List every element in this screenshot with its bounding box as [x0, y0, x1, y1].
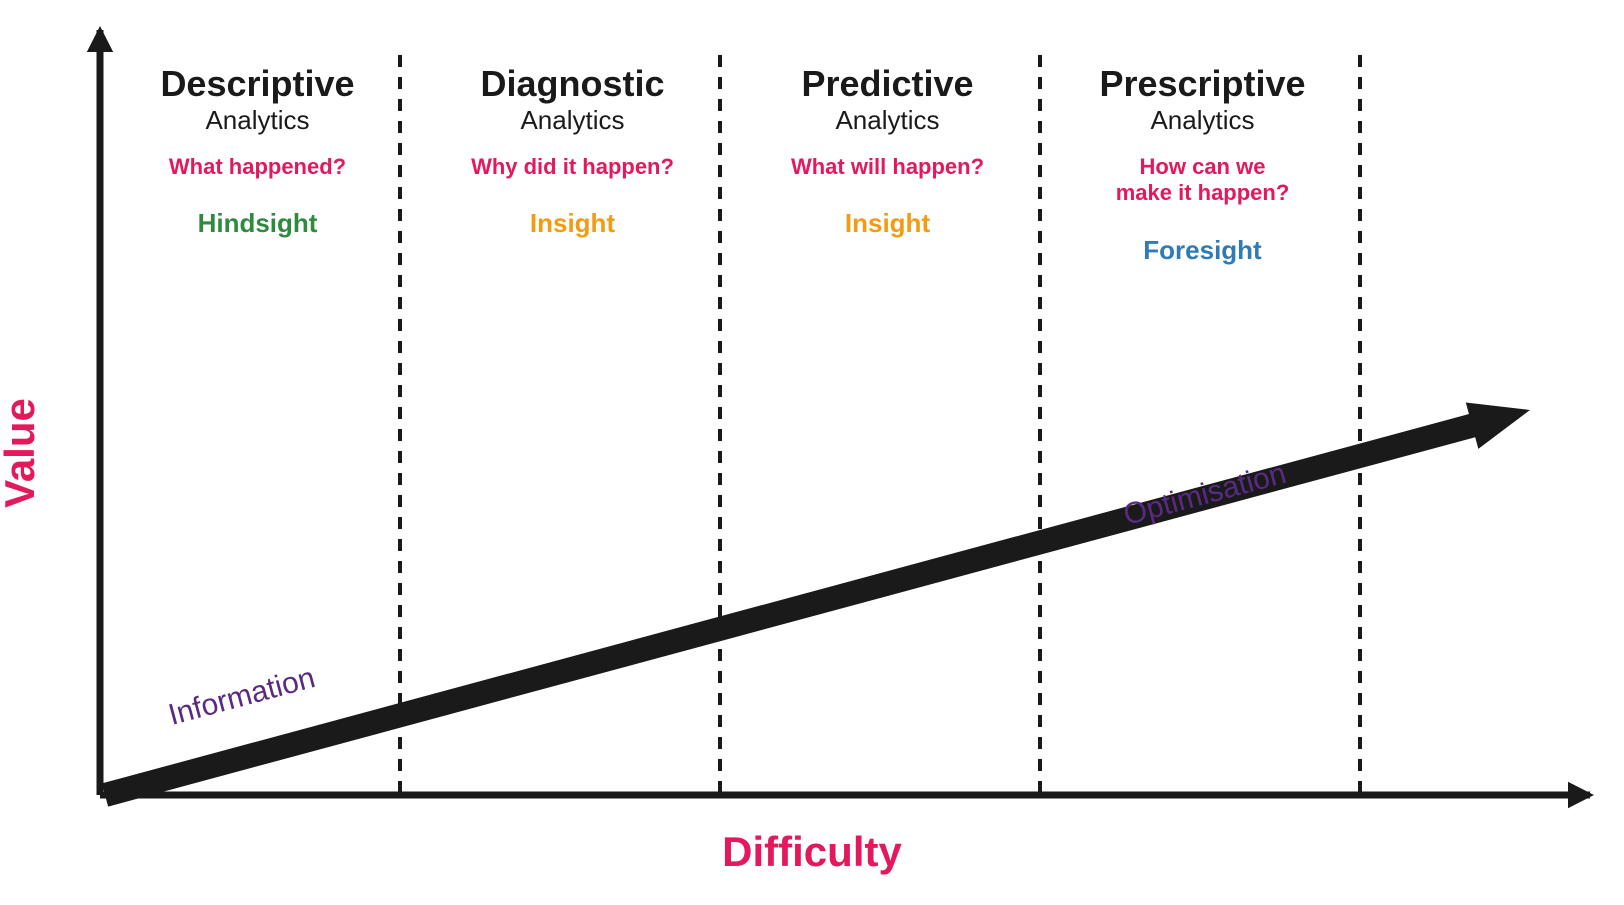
- column-title: Descriptive: [100, 65, 415, 103]
- column-sight: Foresight: [1045, 235, 1360, 266]
- x-axis-label: Difficulty: [722, 828, 902, 876]
- column-sight: Hindsight: [100, 208, 415, 239]
- column-predictive: PredictiveAnalytics What will happen? Insi…: [730, 55, 1045, 266]
- column-question: What will happen?: [730, 154, 1045, 180]
- column-subtitle: Analytics: [730, 105, 1045, 136]
- column-question: Why did it happen?: [415, 154, 730, 180]
- y-axis-label: Value: [0, 398, 44, 508]
- column-question: What happened?: [100, 154, 415, 180]
- column-sight: Insight: [730, 208, 1045, 239]
- column-question: How can we make it happen?: [1045, 154, 1360, 207]
- column-title: Prescriptive: [1045, 65, 1360, 103]
- column-sight: Insight: [415, 208, 730, 239]
- column-descriptive: DescriptiveAnalytics What happened? Hindsi…: [100, 55, 415, 266]
- analytics-value-difficulty-diagram: Value Difficulty DescriptiveAnalyticsWha…: [0, 0, 1624, 905]
- column-prescriptive: PrescriptiveAnalytics How can we make it …: [1045, 55, 1360, 266]
- column-subtitle: Analytics: [415, 105, 730, 136]
- column-diagnostic: DiagnosticAnalytics Why did it happen? Ins…: [415, 55, 730, 266]
- column-title: Diagnostic: [415, 65, 730, 103]
- column-title: Predictive: [730, 65, 1045, 103]
- column-subtitle: Analytics: [100, 105, 415, 136]
- columns-container: DescriptiveAnalyticsWhat happened?Hindsi…: [100, 55, 1360, 266]
- column-subtitle: Analytics: [1045, 105, 1360, 136]
